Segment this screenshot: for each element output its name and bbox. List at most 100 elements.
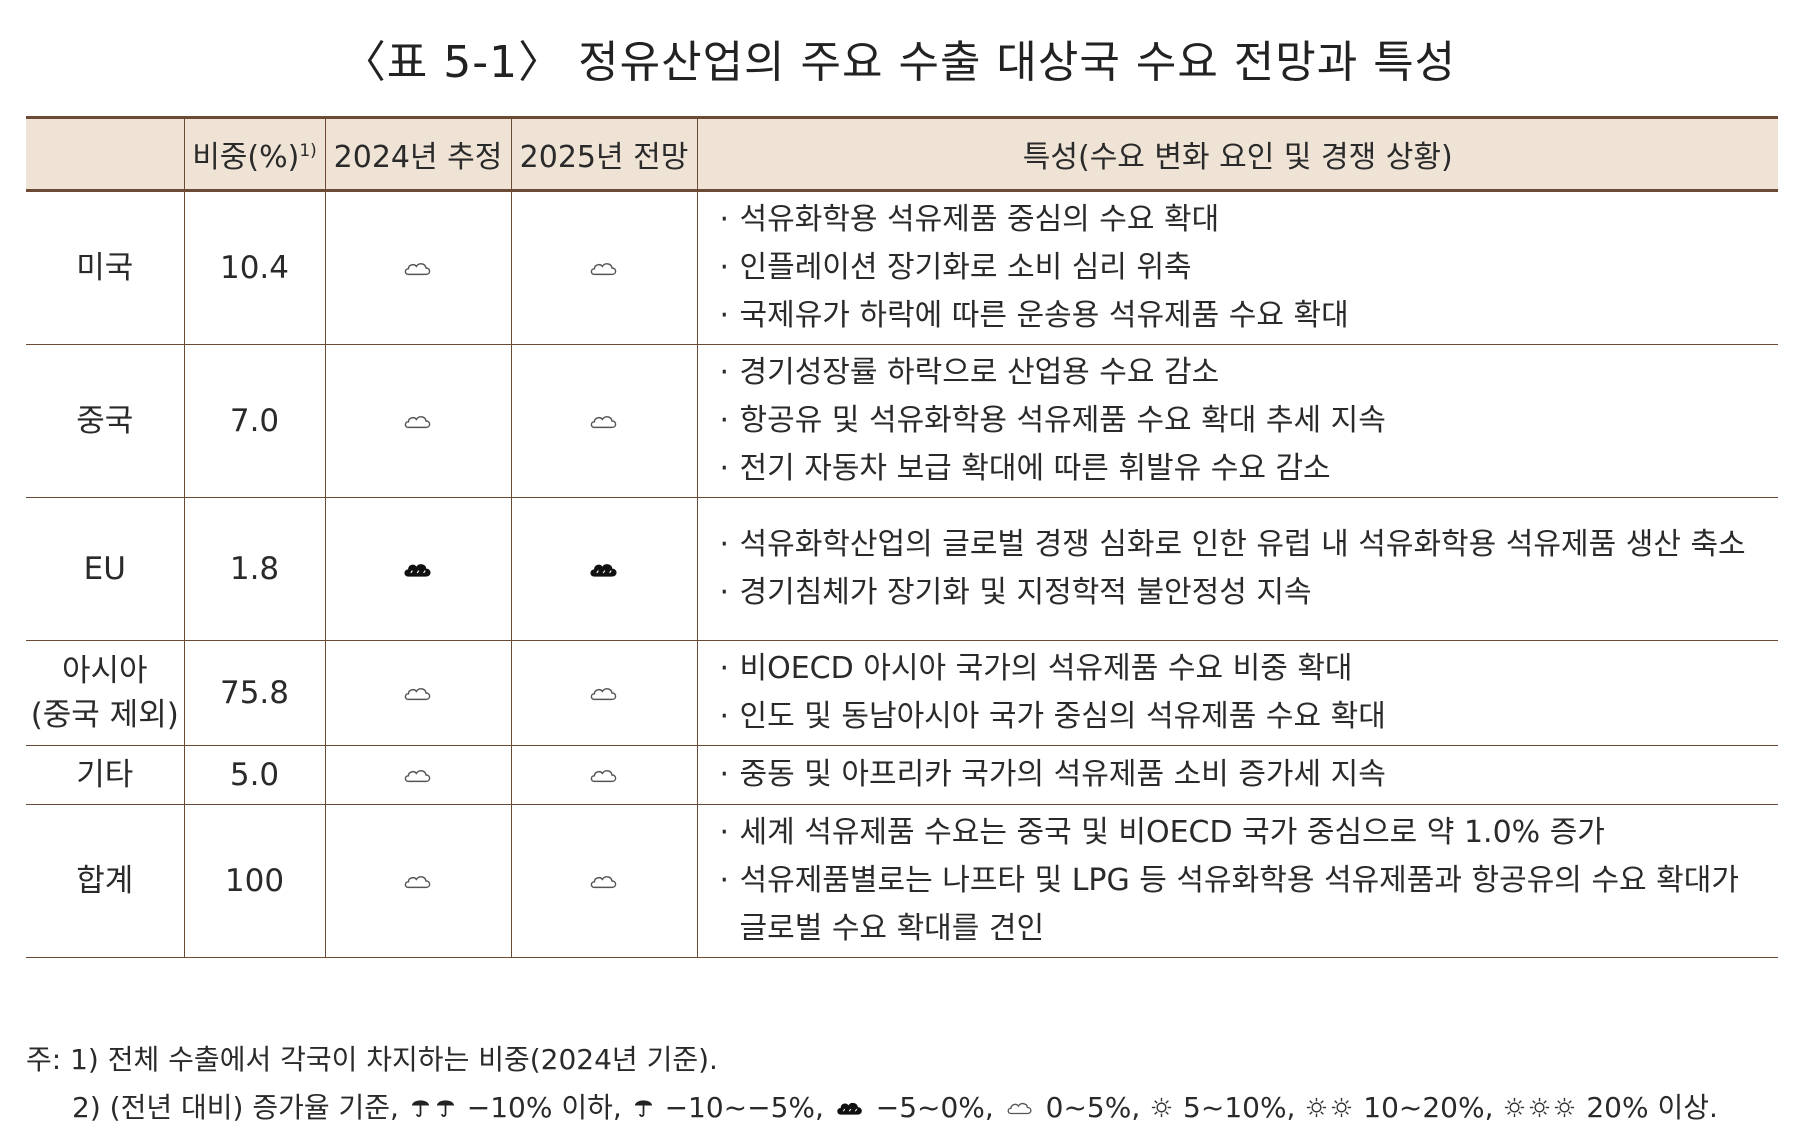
region-subtitle: (중국 제외) <box>30 697 179 733</box>
forecast-2025-cell <box>510 497 698 641</box>
share-cell: 7.0 <box>183 344 326 498</box>
table-row: 아시아 (중국 제외) 75.8 · 비OECD 아시아 국가의 석유제품 수요 비중 … <box>26 640 1778 746</box>
region-name: 중국 <box>76 403 134 439</box>
sun-icon <box>1151 1085 1172 1133</box>
dark-cloud-icon <box>402 552 434 588</box>
dark-cloud-icon <box>835 1085 865 1133</box>
sun-icon <box>1529 1085 1550 1133</box>
feature-text: 비OECD 아시아 국가의 석유제품 수요 비중 확대 <box>739 651 1353 686</box>
cloud-icon <box>588 404 620 440</box>
header-2025-forecast: 2025년 전망 <box>510 116 698 192</box>
share-cell: 100 <box>183 804 326 958</box>
estimate-2024-cell <box>324 190 512 345</box>
legend-item: 5~10%, <box>1140 1091 1295 1124</box>
note-2: 2) (전년 대비) 증가율 기준, −10% 이하, −10~−5%, −5~… <box>26 1084 1786 1133</box>
region-name: 아시아 <box>61 653 148 689</box>
region-name: 합계 <box>76 863 134 899</box>
feature-item: · 석유화학산업의 글로벌 경쟁 심화로 인한 유럽 내 석유화학용 석유제품 생… <box>720 521 1771 569</box>
feature-text: 석유제품별로는 나프타 및 LPG 등 석유화학용 석유제품과 항공유의 수요 … <box>739 863 1739 946</box>
feature-item: · 항공유 및 석유화학용 석유제품 수요 확대 추세 지속 <box>720 397 1771 445</box>
forecast-table: 비중(%)1) 2024년 추정 2025년 전망 특성(수요 변화 요인 및 … <box>26 116 1778 958</box>
feature-text: 경기침체가 장기화 및 지정학적 불안정성 지속 <box>739 575 1312 610</box>
share-cell: 10.4 <box>183 190 326 345</box>
legend-item: −5~0%, <box>824 1091 994 1124</box>
cloud-icon <box>588 251 620 287</box>
cloud-icon <box>402 864 434 900</box>
legend-text: 5~10%, <box>1183 1091 1296 1124</box>
cloud-icon <box>588 864 620 900</box>
legend-item: 10~20%, <box>1295 1091 1494 1124</box>
characteristics-cell: · 석유화학산업의 글로벌 경쟁 심화로 인한 유럽 내 석유화학용 석유제품 생… <box>696 497 1778 641</box>
page-title: 〈표 5-1〉 정유산업의 주요 수출 대상국 수요 전망과 특성 <box>341 37 1457 88</box>
region-cell: 중국 <box>26 344 185 498</box>
estimate-2024-cell <box>324 640 512 746</box>
feature-item: · 인도 및 동남아시아 국가 중심의 석유제품 수요 확대 <box>720 693 1771 741</box>
region-cell: 합계 <box>26 804 185 958</box>
estimate-2024-cell <box>324 497 512 641</box>
characteristics-cell: · 경기성장률 하락으로 산업용 수요 감소 · 항공유 및 석유화학용 석유제품 수… <box>696 344 1778 498</box>
feature-item: · 석유제품별로는 나프타 및 LPG 등 석유화학용 석유제품과 항공유의 수요… <box>720 857 1771 953</box>
bullet-icon: · <box>719 250 730 285</box>
footnotes: 주: 1) 전체 수출에서 각국이 차지하는 비중(2024년 기준). 2) … <box>26 1036 1786 1133</box>
estimate-2024-cell <box>324 804 512 958</box>
feature-text: 전기 자동차 보급 확대에 따른 휘발유 수요 감소 <box>739 451 1331 486</box>
forecast-2025-cell <box>510 804 698 958</box>
characteristics-cell: · 비OECD 아시아 국가의 석유제품 수요 비중 확대 · 인도 및 동남아시아 … <box>696 640 1778 746</box>
cloud-icon <box>402 676 434 712</box>
region-name: 기타 <box>76 757 134 793</box>
region-name: 미국 <box>76 250 134 286</box>
umbrella-icon <box>410 1085 431 1133</box>
sun-icon <box>1554 1085 1575 1133</box>
sun-icon <box>1306 1085 1327 1133</box>
bullet-icon: · <box>719 527 730 562</box>
feature-item: · 경기성장률 하락으로 산업용 수요 감소 <box>720 349 1771 397</box>
bullet-icon: · <box>719 651 730 686</box>
header-share: 비중(%)1) <box>183 116 326 192</box>
feature-text: 석유화학산업의 글로벌 경쟁 심화로 인한 유럽 내 석유화학용 석유제품 생산… <box>739 527 1746 562</box>
region-cell: 기타 <box>26 745 185 805</box>
cloud-icon <box>1005 1085 1035 1133</box>
bullet-icon: · <box>719 575 730 610</box>
share-cell: 5.0 <box>183 745 326 805</box>
feature-text: 석유화학용 석유제품 중심의 수요 확대 <box>739 202 1220 237</box>
cloud-icon <box>588 758 620 794</box>
sun-icon <box>1504 1085 1525 1133</box>
feature-text: 인플레이션 장기화로 소비 심리 위축 <box>739 250 1192 285</box>
cloud-icon <box>588 676 620 712</box>
cloud-icon <box>402 404 434 440</box>
feature-item: · 비OECD 아시아 국가의 석유제품 수요 비중 확대 <box>720 645 1771 693</box>
legend-item: −10~−5%, <box>622 1091 824 1124</box>
feature-item: · 인플레이션 장기화로 소비 심리 위축 <box>720 244 1771 292</box>
feature-item: · 전기 자동차 보급 확대에 따른 휘발유 수요 감소 <box>720 445 1771 493</box>
footnote-marker: 1) <box>299 141 317 161</box>
estimate-2024-cell <box>324 745 512 805</box>
bullet-icon: · <box>719 355 730 390</box>
bullet-icon: · <box>719 757 730 792</box>
legend-text: −5~0%, <box>875 1091 994 1124</box>
forecast-2025-cell <box>510 745 698 805</box>
legend-text: 10~20%, <box>1363 1091 1494 1124</box>
legend-item: 0~5%, <box>994 1091 1140 1124</box>
legend-text: −10~−5%, <box>664 1091 824 1124</box>
header-2024-estimate: 2024년 추정 <box>324 116 512 192</box>
forecast-2025-cell <box>510 190 698 345</box>
bullet-icon: · <box>719 451 730 486</box>
forecast-2025-cell <box>510 344 698 498</box>
umbrella-icon <box>435 1085 456 1133</box>
feature-item: · 국제유가 하락에 따른 운송용 석유제품 수요 확대 <box>720 292 1771 340</box>
feature-item: · 세계 석유제품 수요는 중국 및 비OECD 국가 중심으로 약 1.0% 증… <box>720 809 1771 857</box>
feature-item: · 경기침체가 장기화 및 지정학적 불안정성 지속 <box>720 569 1771 617</box>
feature-text: 인도 및 동남아시아 국가 중심의 석유제품 수요 확대 <box>739 699 1386 734</box>
feature-text: 세계 석유제품 수요는 중국 및 비OECD 국가 중심으로 약 1.0% 증가 <box>739 815 1605 850</box>
estimate-2024-cell <box>324 344 512 498</box>
feature-text: 항공유 및 석유화학용 석유제품 수요 확대 추세 지속 <box>739 403 1386 438</box>
bullet-icon: · <box>719 863 730 898</box>
table-row: 기타 5.0 · 중동 및 아프리카 국가의 석유제품 소비 증가세 지속 <box>26 745 1778 805</box>
cloud-icon <box>402 758 434 794</box>
forecast-2025-cell <box>510 640 698 746</box>
legend-text: −10% 이하, <box>466 1091 622 1124</box>
legend-item: −10% 이하, <box>399 1091 622 1124</box>
region-cell: 아시아 (중국 제외) <box>26 640 185 746</box>
region-name: EU <box>83 551 126 587</box>
region-cell: EU <box>26 497 185 641</box>
